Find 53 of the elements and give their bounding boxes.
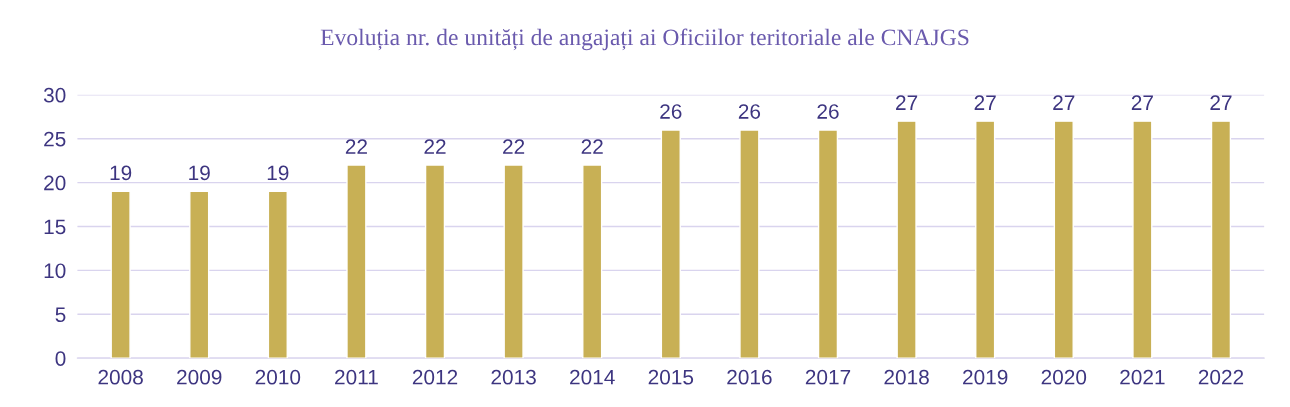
bar <box>1210 120 1232 359</box>
y-tick-label: 5 <box>55 307 66 323</box>
data-label: 19 <box>189 165 210 181</box>
x-tick-label: 2022 <box>1198 369 1244 385</box>
x-tick-label: 2016 <box>727 369 772 385</box>
x-tick-label: 2013 <box>491 369 536 385</box>
data-label: 26 <box>817 104 839 119</box>
x-tick-label: 2021 <box>1120 369 1165 385</box>
data-label: 26 <box>660 104 682 119</box>
bar <box>1132 120 1153 359</box>
data-label: 22 <box>424 139 446 154</box>
x-tick-label: 2020 <box>1041 369 1087 385</box>
y-tick-label: 10 <box>44 263 66 279</box>
chart-title: Evoluția nr. de unități de angajați ai Oficiilor teritoriale ale CNAJGS <box>320 28 969 51</box>
data-label: 19 <box>267 165 289 181</box>
bar <box>739 129 760 359</box>
x-tick-label: 2019 <box>963 369 1008 385</box>
bar <box>189 190 210 359</box>
x-tick-label: 2014 <box>570 369 615 385</box>
bar <box>817 129 839 359</box>
bar <box>896 120 917 359</box>
y-tick-label: 20 <box>44 175 66 191</box>
data-label: 22 <box>503 139 525 154</box>
x-tick-label: 2011 <box>335 369 378 385</box>
bar <box>346 164 367 359</box>
data-label: 26 <box>738 104 761 119</box>
bar <box>660 129 681 359</box>
data-label: 22 <box>581 139 603 154</box>
data-label: 19 <box>110 165 132 181</box>
data-label: 27 <box>896 95 918 110</box>
y-tick-label: 25 <box>44 131 66 147</box>
x-tick-label: 2009 <box>177 369 222 385</box>
x-tick-label: 2012 <box>412 369 458 385</box>
bar <box>110 190 131 359</box>
data-label: 22 <box>345 139 367 154</box>
bar <box>267 190 288 359</box>
x-tick-label: 2010 <box>255 369 301 385</box>
data-label: 27 <box>1131 95 1153 110</box>
data-label: 27 <box>974 95 996 110</box>
bar <box>582 164 603 359</box>
bar <box>975 120 996 359</box>
y-tick-label: 15 <box>44 219 66 235</box>
x-tick-label: 2008 <box>98 369 143 385</box>
x-tick-label: 2015 <box>648 369 694 385</box>
y-tick-label: 0 <box>55 351 66 366</box>
data-label: 27 <box>1210 95 1232 110</box>
bar <box>424 164 446 359</box>
x-tick-label: 2018 <box>884 369 929 385</box>
y-tick-label: 30 <box>43 87 66 103</box>
bar <box>503 164 524 359</box>
bar <box>1053 120 1074 359</box>
data-label: 27 <box>1053 95 1075 110</box>
x-tick-label: 2017 <box>805 369 851 385</box>
